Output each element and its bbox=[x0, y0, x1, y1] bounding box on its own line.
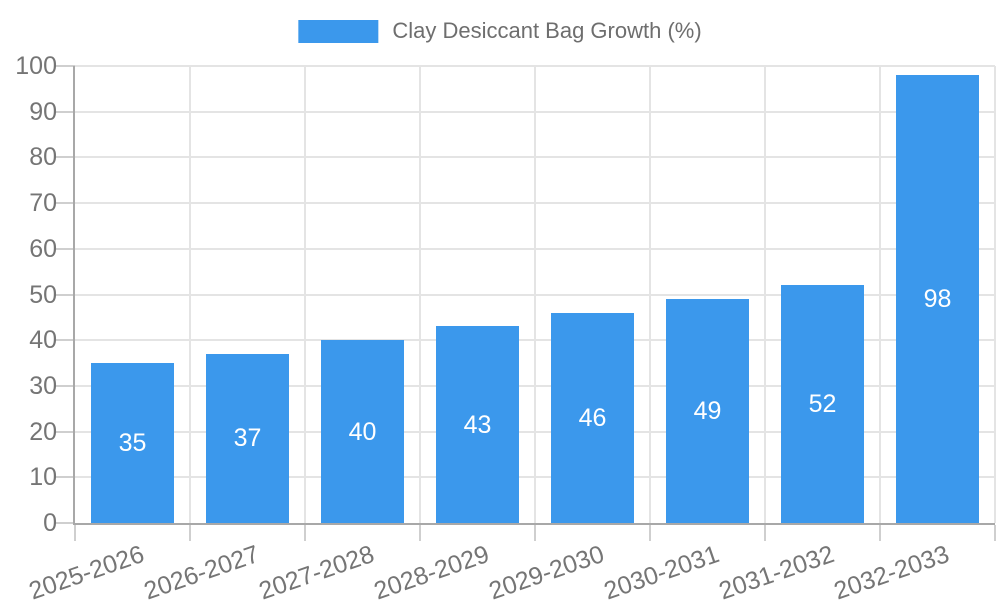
x-axis-label: 2028-2029 bbox=[370, 540, 493, 600]
y-axis-tick bbox=[56, 110, 75, 113]
bar-value-label: 35 bbox=[118, 429, 147, 458]
bar-value-label: 46 bbox=[578, 403, 607, 432]
gridline-vertical bbox=[879, 66, 881, 523]
legend-swatch bbox=[298, 19, 379, 43]
bar-value-label: 52 bbox=[808, 390, 837, 419]
y-axis-label: 50 bbox=[29, 280, 57, 309]
y-axis-tick bbox=[56, 202, 75, 205]
y-axis-label: 30 bbox=[29, 371, 57, 400]
bar-2028-2029: 43 bbox=[436, 326, 519, 523]
x-axis-tick bbox=[419, 525, 421, 541]
y-axis-label: 90 bbox=[29, 97, 57, 126]
bar-2032-2033: 98 bbox=[896, 75, 979, 523]
x-axis-tick bbox=[649, 525, 651, 541]
bar-2029-2030: 46 bbox=[551, 312, 634, 523]
y-axis-tick bbox=[56, 384, 75, 387]
y-axis-label: 100 bbox=[15, 52, 57, 80]
y-axis-label: 40 bbox=[29, 326, 57, 355]
x-axis-label: 2030-2031 bbox=[600, 540, 723, 600]
bar-2031-2032: 52 bbox=[781, 285, 864, 523]
y-axis-line bbox=[73, 66, 75, 525]
legend-label: Clay Desiccant Bag Growth (%) bbox=[392, 18, 702, 43]
gridline-vertical bbox=[994, 66, 996, 523]
y-axis-label: 0 bbox=[43, 509, 57, 537]
bar-2025-2026: 35 bbox=[91, 363, 174, 523]
y-axis-label: 60 bbox=[29, 234, 57, 263]
y-axis-label: 10 bbox=[29, 463, 57, 492]
y-axis-tick bbox=[56, 247, 75, 250]
y-axis-tick bbox=[56, 522, 75, 524]
legend-item[interactable]: Clay Desiccant Bag Growth (%) bbox=[298, 18, 702, 44]
y-axis-label: 20 bbox=[29, 417, 57, 446]
x-axis-label: 2029-2030 bbox=[485, 540, 608, 600]
gridline-vertical bbox=[419, 66, 421, 523]
x-axis-tick bbox=[994, 525, 996, 541]
x-axis-label: 2025-2026 bbox=[25, 540, 148, 600]
bar-2027-2028: 40 bbox=[321, 340, 404, 523]
y-axis-tick bbox=[56, 156, 75, 159]
x-axis-tick bbox=[879, 525, 881, 541]
y-axis-tick bbox=[56, 430, 75, 433]
y-axis-tick bbox=[56, 65, 75, 67]
gridline-vertical bbox=[649, 66, 651, 523]
gridline-vertical bbox=[304, 66, 306, 523]
bar-value-label: 49 bbox=[693, 397, 722, 426]
x-axis-tick bbox=[189, 525, 191, 541]
bar-2030-2031: 49 bbox=[666, 299, 749, 523]
bar-value-label: 98 bbox=[923, 285, 952, 314]
x-axis-label: 2031-2032 bbox=[715, 540, 838, 600]
y-axis-label: 80 bbox=[29, 143, 57, 172]
gridline-vertical bbox=[764, 66, 766, 523]
y-axis-tick bbox=[56, 339, 75, 342]
gridline-vertical bbox=[534, 66, 536, 523]
x-axis-label: 2026-2027 bbox=[140, 540, 263, 600]
x-axis-line bbox=[73, 523, 995, 525]
bar-value-label: 37 bbox=[233, 424, 262, 453]
y-axis-tick bbox=[56, 293, 75, 296]
y-axis-tick bbox=[56, 476, 75, 479]
bar-2026-2027: 37 bbox=[206, 353, 289, 523]
gridline-vertical bbox=[189, 66, 191, 523]
x-axis-tick bbox=[74, 525, 76, 541]
x-axis-tick bbox=[534, 525, 536, 541]
x-axis-tick bbox=[764, 525, 766, 541]
y-axis-label: 70 bbox=[29, 189, 57, 218]
bar-value-label: 43 bbox=[463, 410, 492, 439]
x-axis-tick bbox=[304, 525, 306, 541]
bar-value-label: 40 bbox=[348, 417, 377, 446]
x-axis-label: 2032-2033 bbox=[830, 540, 953, 600]
x-axis-label: 2027-2028 bbox=[255, 540, 378, 600]
